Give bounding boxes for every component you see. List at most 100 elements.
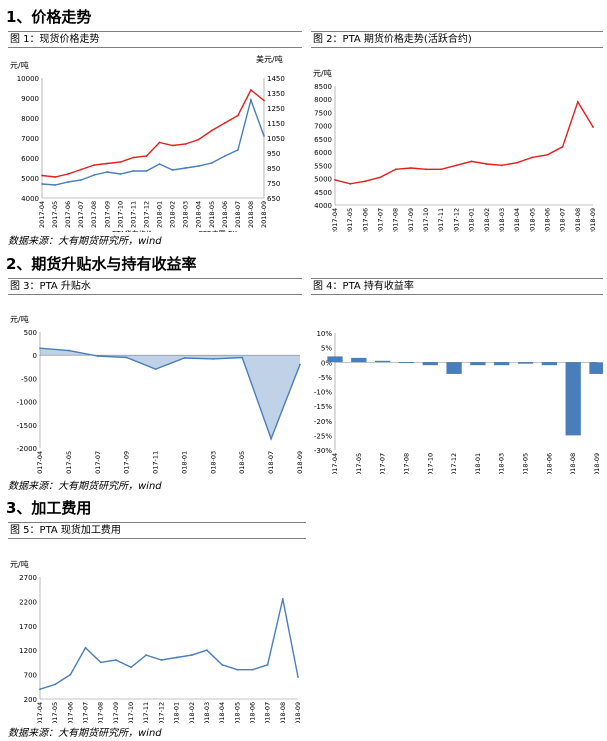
series-line xyxy=(41,88,265,178)
data-point xyxy=(69,673,72,676)
y-tick-label: -10% xyxy=(314,389,332,397)
figure-caption: 图 3：PTA 升贴水 xyxy=(8,278,302,295)
y-tick-label: 2700 xyxy=(19,574,37,582)
x-tick-label: 2018-05 xyxy=(528,208,536,232)
x-tick-label: 2017-08 xyxy=(90,201,98,228)
data-point xyxy=(39,347,41,350)
x-tick-label: 2017-11 xyxy=(152,451,160,474)
data-point xyxy=(145,170,148,172)
y-tick-label: 10% xyxy=(316,330,332,338)
series-line xyxy=(39,347,301,441)
y-tick-label: -500 xyxy=(21,375,37,383)
figure-1: 图 1：现货价格走势 元/吨 美元/吨 4000 5000 6000 7000 8000 90… xyxy=(8,31,302,238)
data-point xyxy=(501,164,503,167)
y-tick-label: -25% xyxy=(314,432,332,440)
data-point xyxy=(130,666,132,669)
data-point xyxy=(299,363,301,366)
data-point xyxy=(171,169,174,171)
x-tick-label: 2017-06 xyxy=(361,208,369,232)
data-point xyxy=(106,162,109,165)
y-tick-label: 9000 xyxy=(21,95,39,103)
x-tick-label: 2017-05 xyxy=(51,201,59,228)
y-tick-label-right: 950 xyxy=(267,150,280,158)
y-tick-label: 2200 xyxy=(19,598,37,606)
data-point xyxy=(154,368,157,371)
data-point xyxy=(158,141,161,144)
data-point xyxy=(197,165,200,167)
y-tick-label-right: 650 xyxy=(267,195,280,203)
price-trend-chart: 元/吨 美元/吨 4000 5000 6000 7000 8000 9000 10000 2017… xyxy=(10,54,285,238)
x-tick-label: 2017-09 xyxy=(112,702,120,723)
figure-4: 图 4：PTA 持有收益率 10% 5% 0% -5% -10% -15% -20% -25%… xyxy=(311,278,605,480)
data-point xyxy=(250,99,252,101)
data-point xyxy=(160,659,163,661)
x-tick-label: 2017-07 xyxy=(377,208,385,232)
bar xyxy=(541,362,558,366)
x-tick-label: 2017-04 xyxy=(36,451,44,474)
data-point xyxy=(241,356,244,359)
figure-caption: 图 2：PTA 期货价格走势(活跃合约) xyxy=(311,31,603,48)
y-tick-label-right: 1450 xyxy=(267,75,285,83)
y-tick-label: 7000 xyxy=(21,135,39,143)
data-point xyxy=(516,161,519,164)
y-axis-unit: 元/吨 xyxy=(10,559,29,569)
data-point xyxy=(425,168,427,171)
data-point xyxy=(485,163,488,165)
data-point xyxy=(96,355,99,358)
data-point xyxy=(270,437,273,440)
data-point xyxy=(266,663,269,666)
bar xyxy=(565,362,581,436)
data-point xyxy=(93,174,96,176)
y-tick-label: 8000 xyxy=(21,115,39,123)
data-point xyxy=(592,126,594,128)
x-tick-label: 2018-05 xyxy=(233,702,241,723)
x-tick-label: 2017-07 xyxy=(77,201,85,228)
data-point xyxy=(184,167,187,169)
data-point xyxy=(212,358,215,360)
bar xyxy=(422,362,438,366)
data-point xyxy=(223,122,226,124)
source-note: 数据来源：大有期货研究所，wind xyxy=(8,481,162,492)
x-tick-label: 2017-05 xyxy=(65,451,73,474)
figure-caption: 图 1：现货价格走势 xyxy=(8,31,302,48)
x-tick-label: 2017-04 xyxy=(38,201,46,228)
bar xyxy=(494,362,510,366)
data-point xyxy=(84,646,87,649)
y-tick-label-right: 1250 xyxy=(267,105,285,113)
data-point xyxy=(119,161,122,163)
bar xyxy=(398,362,415,364)
x-tick-label: 2018-07 xyxy=(264,702,272,723)
data-point xyxy=(125,356,128,359)
legend-label: CFR中国 PX xyxy=(198,229,237,232)
data-point xyxy=(281,598,284,600)
data-point xyxy=(54,683,57,686)
x-tick-label: 2017-04 xyxy=(331,208,339,232)
y-tick-label: 6000 xyxy=(314,149,332,157)
x-tick-label: 2018-02 xyxy=(188,702,196,723)
data-point xyxy=(263,99,265,102)
bar xyxy=(470,362,486,366)
x-tick-label: 2017-12 xyxy=(142,201,150,228)
y-tick-label: -5% xyxy=(318,374,332,382)
y-tick-label: 10000 xyxy=(17,75,39,83)
x-tick-label: 2018-09 xyxy=(294,702,302,723)
data-point xyxy=(251,668,254,671)
processing-fee-chart: 元/吨 200 700 1200 1700 2200 2700 2017-04 2017-05 2… xyxy=(10,559,302,729)
data-point xyxy=(221,663,224,666)
x-tick-label: 2018-06 xyxy=(543,208,551,232)
y-tick-label: -20% xyxy=(314,418,332,426)
x-tick-label: 2018-04 xyxy=(513,208,521,232)
x-tick-label: 2018-01 xyxy=(156,201,164,228)
data-point xyxy=(576,100,579,103)
x-tick-label: 2018-04 xyxy=(195,201,203,228)
data-point xyxy=(379,176,382,179)
x-tick-label: 2017-06 xyxy=(66,702,74,723)
x-tick-label: 2017-08 xyxy=(402,453,410,474)
series-line xyxy=(334,100,594,185)
y-axis-unit: 元/吨 xyxy=(10,60,29,70)
x-tick-label: 2017-10 xyxy=(422,208,430,232)
y-tick-label: 700 xyxy=(24,672,37,680)
series-area xyxy=(40,348,300,439)
data-point xyxy=(145,654,148,656)
x-tick-label: 2018-03 xyxy=(209,451,217,474)
